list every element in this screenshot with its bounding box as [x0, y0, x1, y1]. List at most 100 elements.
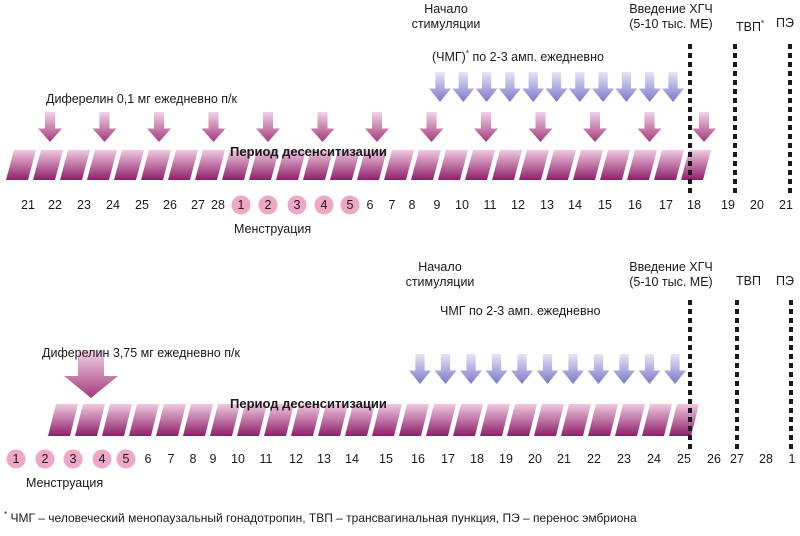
hmg-dose-arrow	[498, 72, 521, 102]
menstruation-day-circle	[92, 449, 112, 469]
timeline-marker-dash	[788, 161, 792, 166]
top-pe-label: ПЭ	[776, 16, 794, 30]
timeline-marker-dash	[733, 53, 737, 58]
menstruation-day-circle	[63, 449, 83, 469]
day-number: 13	[317, 452, 331, 466]
hmg-dose-arrow	[613, 354, 635, 384]
timeline-marker-dash	[789, 390, 793, 395]
day-number: 14	[345, 452, 359, 466]
timeline-marker-dash	[688, 134, 692, 139]
day-number: 26	[163, 198, 177, 212]
timeline-marker-dash	[788, 188, 792, 193]
desensitization-stripe	[384, 150, 414, 180]
desensitization-stripe	[168, 150, 198, 180]
hmg-dose-arrow	[429, 72, 451, 102]
day-number: 22	[587, 452, 601, 466]
day-number: 23	[617, 452, 631, 466]
day-number: 9	[209, 452, 217, 466]
timeline-marker-dash	[788, 98, 792, 103]
diferelin-dose-arrow	[692, 112, 716, 142]
day-number: 11	[259, 452, 273, 466]
bottom-period-label: Период десенситизации	[230, 396, 387, 411]
day-number: 16	[411, 452, 425, 466]
timeline-marker-dash	[688, 435, 692, 440]
timeline-marker-dash	[688, 381, 692, 386]
timeline-marker-dash	[733, 143, 737, 148]
timeline-marker-dash	[735, 426, 739, 431]
hmg-dose-arrow	[562, 354, 584, 384]
menstruation-day-circle	[314, 195, 334, 215]
timeline-marker-dash	[688, 417, 692, 422]
timeline-marker-dash	[688, 345, 692, 350]
desensitization-stripe	[237, 404, 267, 436]
timeline-marker-dash	[789, 318, 793, 323]
timeline-marker-dash	[733, 80, 737, 85]
day-number: 3	[293, 198, 301, 212]
desensitization-stripe	[573, 150, 603, 180]
hmg-dose-arrow	[662, 72, 684, 102]
timeline-marker-dash	[688, 372, 692, 377]
day-number: 6	[144, 452, 152, 466]
top-hmg-arrows	[429, 72, 684, 102]
timeline-marker-dash	[688, 309, 692, 314]
day-number: 3	[69, 452, 77, 466]
diferelin-dose-arrow	[310, 112, 335, 142]
day-number: 15	[379, 452, 393, 466]
day-number: 21	[557, 452, 571, 466]
desensitization-stripe	[627, 150, 657, 180]
day-number: 21	[779, 198, 793, 212]
timeline-marker-dash	[688, 107, 692, 112]
desensitization-stripe	[438, 150, 468, 180]
day-number: 25	[677, 452, 691, 466]
timeline-marker-dash	[733, 116, 737, 121]
timeline-marker-dash	[788, 44, 792, 49]
desensitization-stripe	[210, 404, 240, 436]
day-number: 9	[433, 198, 441, 212]
timeline-marker-dash	[688, 125, 692, 130]
desensitization-stripe	[654, 150, 684, 180]
diferelin-dose-arrow	[583, 112, 607, 142]
timeline-marker-dash	[688, 80, 692, 85]
hmg-dose-arrow	[475, 72, 498, 102]
timeline-marker-dash	[688, 44, 692, 49]
timeline-marker-dash	[735, 444, 739, 449]
timeline-marker-dash	[688, 116, 692, 121]
top-desensitization-band	[6, 150, 711, 180]
day-number: 15	[598, 198, 612, 212]
bottom-diferelin-label: Диферелин 3,75 мг ежедневно п/к	[42, 346, 240, 360]
desensitization-stripe	[129, 404, 159, 436]
desensitization-stripe	[276, 150, 306, 180]
timeline-marker-dash	[733, 152, 737, 157]
timeline-marker-dash	[688, 390, 692, 395]
top-hcg-label: Введение ХГЧ (5-10 тыс. МЕ)	[629, 2, 713, 31]
diferelin-dose-arrow	[474, 112, 498, 142]
timeline-marker-dash	[789, 363, 793, 368]
day-number: 1	[237, 198, 245, 212]
menstruation-day-circle	[231, 195, 251, 215]
day-number: 21	[21, 198, 35, 212]
day-number: 16	[628, 198, 642, 212]
desensitization-stripe	[249, 150, 279, 180]
day-number: 19	[499, 452, 513, 466]
bottom-pe-label: ПЭ	[776, 274, 794, 288]
menstruation-day-circle	[6, 449, 26, 469]
desensitization-stripe	[492, 150, 522, 180]
timeline-marker-dash	[688, 444, 692, 449]
hmg-dose-arrow	[409, 354, 431, 384]
timeline-marker-dash	[735, 372, 739, 377]
desensitization-stripe	[114, 150, 144, 180]
desensitization-stripe	[75, 404, 105, 436]
bottom-timeline-markers	[688, 300, 793, 449]
desensitization-stripe	[534, 404, 564, 436]
timeline-marker-dash	[688, 89, 692, 94]
bottom-tvp-label: ТВП	[736, 274, 761, 288]
day-number: 17	[441, 452, 455, 466]
day-number: 12	[289, 452, 303, 466]
timeline-marker-dash	[688, 71, 692, 76]
day-number: 10	[231, 452, 245, 466]
desensitization-stripe	[507, 404, 537, 436]
day-number: 12	[511, 198, 525, 212]
bottom-hmg-arrows	[409, 354, 686, 384]
timeline-marker-dash	[733, 170, 737, 175]
